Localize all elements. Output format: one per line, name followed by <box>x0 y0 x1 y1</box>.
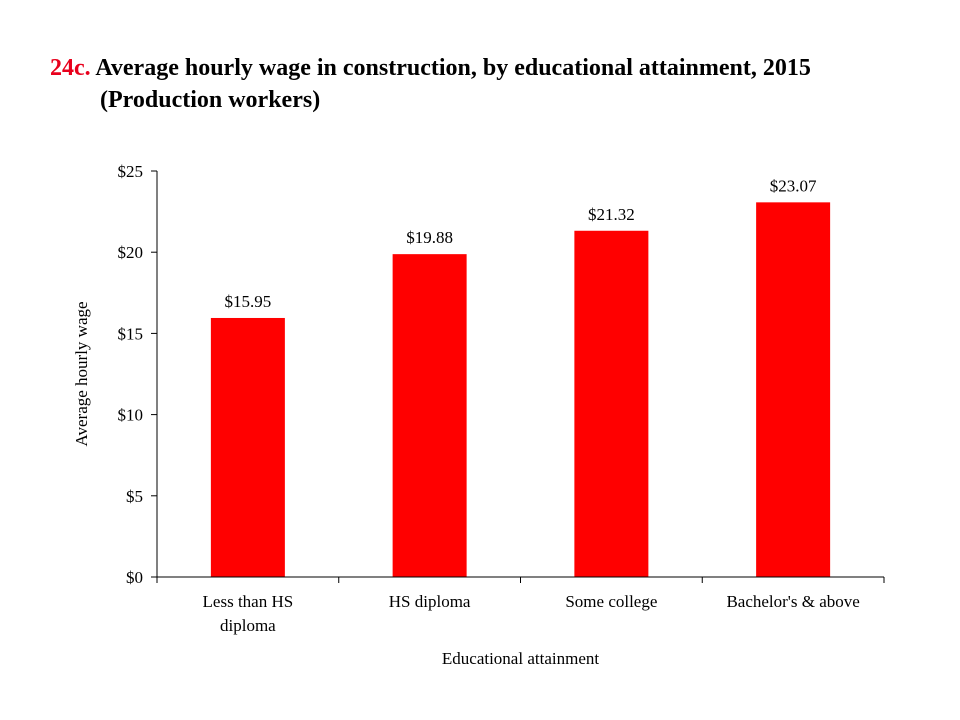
y-tick-label-4: $20 <box>118 243 144 262</box>
y-tick-label-3: $15 <box>118 324 144 343</box>
x-category-label-0-0: Less than HS <box>203 592 294 611</box>
data-label-2: $21.32 <box>588 205 635 224</box>
y-tick-label-5: $25 <box>118 162 144 181</box>
x-axis-title: Educational attainment <box>442 649 599 668</box>
x-category-label-3-0: Bachelor's & above <box>726 592 859 611</box>
chart-title: 24c. Average hourly wage in construction… <box>50 52 811 116</box>
title-subtitle: (Production workers) <box>100 87 321 113</box>
figure-number: 24c. <box>50 55 91 81</box>
axes-group <box>151 170 885 583</box>
x-category-label-0-1: diploma <box>220 616 276 635</box>
x-category-label-1-0: HS diploma <box>389 592 471 611</box>
y-tick-label-2: $10 <box>118 406 144 425</box>
bars-group <box>210 202 831 578</box>
data-label-3: $23.07 <box>770 176 817 195</box>
y-axis-title: Average hourly wage <box>72 301 91 446</box>
bar-3 <box>756 202 831 577</box>
data-label-0: $15.95 <box>225 292 272 311</box>
y-tick-label-0: $0 <box>126 568 143 587</box>
bar-2 <box>574 230 649 578</box>
title-main: Average hourly wage in construction, by … <box>95 55 811 81</box>
y-tick-label-1: $5 <box>126 487 143 506</box>
data-label-1: $19.88 <box>406 228 453 247</box>
labels-group: $15.95 $19.88 $21.32 $23.07 $0 $5 $10 $15 $20 $25… <box>72 162 860 668</box>
bar-1 <box>392 254 467 577</box>
x-category-label-2-0: Some college <box>565 592 657 611</box>
bar-0 <box>210 317 285 577</box>
